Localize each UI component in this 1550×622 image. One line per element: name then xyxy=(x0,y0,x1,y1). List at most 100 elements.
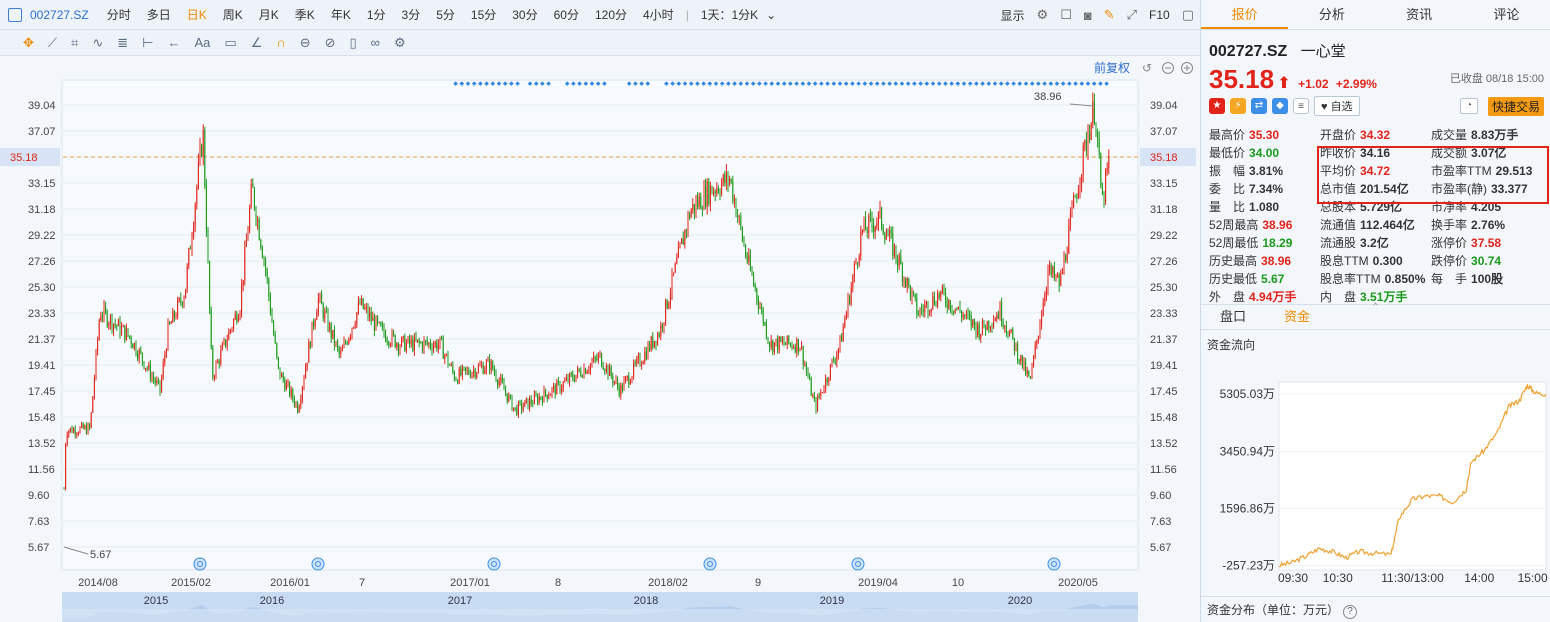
timeframe-tab[interactable]: 日K xyxy=(186,8,207,22)
chevron-down-icon[interactable]: ⌄ xyxy=(766,7,777,22)
f10-button[interactable]: F10 xyxy=(1149,8,1170,22)
china-flag-icon[interactable]: ★ xyxy=(1209,98,1225,114)
alert-bell-icon[interactable]: ◔ xyxy=(1460,98,1478,114)
combo-select[interactable]: 1天：1分K xyxy=(700,8,759,22)
candle-body xyxy=(340,351,342,355)
quick-trade-button[interactable]: 快捷交易 xyxy=(1487,97,1544,116)
add-favorite-button[interactable]: ♥ 自选 xyxy=(1314,96,1360,116)
channel-tool-icon[interactable]: ⌗ xyxy=(71,34,79,50)
magnet-icon[interactable]: ∩ xyxy=(276,35,286,50)
timeframe-tab[interactable]: 60分 xyxy=(553,8,579,22)
pen-icon[interactable]: ✎ xyxy=(1103,7,1115,22)
candle-body xyxy=(914,293,916,298)
hide-icon[interactable]: ⊘ xyxy=(324,34,336,50)
trash-icon[interactable]: ▯ xyxy=(349,34,357,50)
kline-chart-area[interactable]: 39.04 39.04 37.07 37.07 33.15 33.15 31.18 31.18… xyxy=(0,56,1200,622)
event-icon[interactable] xyxy=(487,557,501,571)
candle-body xyxy=(874,226,876,232)
kline-chart[interactable]: 39.04 39.04 37.07 37.07 33.15 33.15 31.18 31.18… xyxy=(0,56,1200,622)
draw-settings-icon[interactable]: ⚙ xyxy=(393,34,406,50)
timeframe-tab[interactable]: 1分 xyxy=(366,8,386,22)
timeframe-tab[interactable]: 月K xyxy=(258,8,279,22)
fullscreen-icon[interactable]: ⤢ xyxy=(1126,7,1138,22)
candle-body xyxy=(689,214,691,218)
candle-body xyxy=(988,321,990,329)
panel-tab[interactable]: 分析 xyxy=(1318,7,1345,22)
timeframe-tab[interactable]: 周K xyxy=(222,8,243,22)
camera-icon[interactable]: ◙ xyxy=(1083,7,1092,23)
candle-body xyxy=(553,385,555,389)
sub-tab[interactable]: 盘口 xyxy=(1219,309,1246,324)
lock-icon[interactable]: ⊖ xyxy=(299,34,311,50)
candle-body xyxy=(167,322,169,351)
zoom-out-icon[interactable] xyxy=(1162,62,1174,74)
note-tool-icon[interactable]: ▭ xyxy=(224,34,237,50)
timeframe-tab[interactable]: 15分 xyxy=(470,8,497,22)
move-icon[interactable]: ✥ xyxy=(23,34,34,50)
link-icon[interactable]: ∞ xyxy=(370,35,380,50)
heart-icon: ♥ xyxy=(1321,101,1328,113)
restore-toggle[interactable]: 前复权 xyxy=(1094,60,1130,75)
candle-body xyxy=(261,247,263,258)
panel-tab[interactable]: 报价 xyxy=(1201,0,1289,29)
timeframe-tab[interactable]: 120分 xyxy=(594,8,627,22)
candle-body xyxy=(581,376,583,378)
navigator-scroll[interactable] xyxy=(62,609,1138,622)
timeframe-tab[interactable]: 4小时 xyxy=(643,8,674,22)
range-tool-icon[interactable]: ⊢ xyxy=(142,34,154,50)
timeframe-tab[interactable]: 5分 xyxy=(436,8,455,22)
sub-tab[interactable]: 资金 xyxy=(1283,309,1310,324)
timeframe-tab[interactable]: 季K xyxy=(294,8,315,22)
event-icon[interactable] xyxy=(851,557,865,571)
help-icon[interactable]: ? xyxy=(1343,605,1358,619)
candle-body xyxy=(802,346,804,365)
event-icon[interactable] xyxy=(311,557,325,571)
candle-body xyxy=(237,317,239,322)
stock-code[interactable]: 002727.SZ xyxy=(30,7,89,22)
wave-tool-icon[interactable]: ∿ xyxy=(92,34,104,50)
layout-icon[interactable]: ☐ xyxy=(1060,7,1072,22)
tag-icon[interactable]: ◆ xyxy=(1272,98,1288,114)
arrow-tool-icon[interactable]: ← xyxy=(167,35,181,50)
candle-body xyxy=(759,307,761,309)
ruler-icon[interactable]: ∠ xyxy=(250,34,263,50)
timeframe-tab[interactable]: 年K xyxy=(330,8,351,22)
flow-x-label: 10:30 xyxy=(1323,571,1353,585)
candle-body xyxy=(205,186,207,233)
quote-cell: 历史最高 38.96 xyxy=(1209,252,1320,270)
line-tool-icon[interactable]: ⟋ xyxy=(47,34,58,50)
panel-tab[interactable]: 资讯 xyxy=(1406,7,1433,22)
candle-body xyxy=(276,342,278,358)
candle-body xyxy=(185,289,187,299)
candle-body xyxy=(405,342,407,352)
collapse-caret-icon[interactable]: ⌃ xyxy=(1371,302,1380,313)
undo-icon[interactable]: ↺ xyxy=(1142,61,1152,75)
panel-tab[interactable]: 评论 xyxy=(1493,7,1520,22)
timeframe-tab[interactable]: 30分 xyxy=(512,8,538,22)
timeframe-tab[interactable]: 分时 xyxy=(106,8,131,22)
panel-toggle-icon[interactable]: ▢ xyxy=(1181,7,1194,22)
timeframe-tab[interactable]: 3分 xyxy=(401,8,421,22)
zoom-in-icon[interactable] xyxy=(1181,62,1193,74)
timeframe-tab[interactable]: 多日 xyxy=(146,8,171,22)
candle-body xyxy=(522,406,524,410)
display-menu[interactable]: 显示 xyxy=(1000,8,1025,23)
shuffle-icon[interactable]: ⇄ xyxy=(1251,98,1267,114)
fib-tool-icon[interactable]: ≣ xyxy=(117,34,129,50)
event-icon[interactable] xyxy=(1047,557,1061,571)
event-icon[interactable] xyxy=(703,557,717,571)
text-tool-icon[interactable]: Aa xyxy=(194,35,211,50)
settings-icon[interactable]: ⚙ xyxy=(1036,7,1049,22)
up-arrow-icon: ⬆ xyxy=(1277,75,1291,92)
candle-body xyxy=(293,399,295,406)
lightning-icon[interactable]: ⚡ xyxy=(1230,98,1246,114)
event-icon[interactable] xyxy=(193,557,207,571)
sidebar-toggle-icon[interactable] xyxy=(8,7,22,22)
list-icon[interactable]: ≡ xyxy=(1293,98,1309,114)
candle-body xyxy=(818,396,820,398)
signal-marker xyxy=(1091,81,1097,86)
candle-body xyxy=(84,425,86,429)
candle-body xyxy=(554,385,556,395)
candle-body xyxy=(417,339,419,341)
